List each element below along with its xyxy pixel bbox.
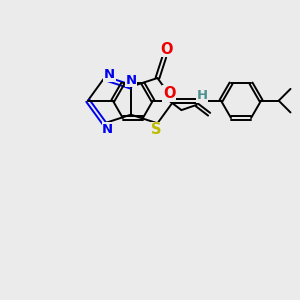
Text: N: N (102, 123, 113, 136)
Text: O: O (163, 86, 175, 101)
Text: O: O (160, 42, 173, 57)
Text: H: H (196, 89, 208, 102)
Text: N: N (125, 74, 136, 87)
Text: S: S (151, 122, 161, 137)
Text: N: N (104, 68, 115, 81)
